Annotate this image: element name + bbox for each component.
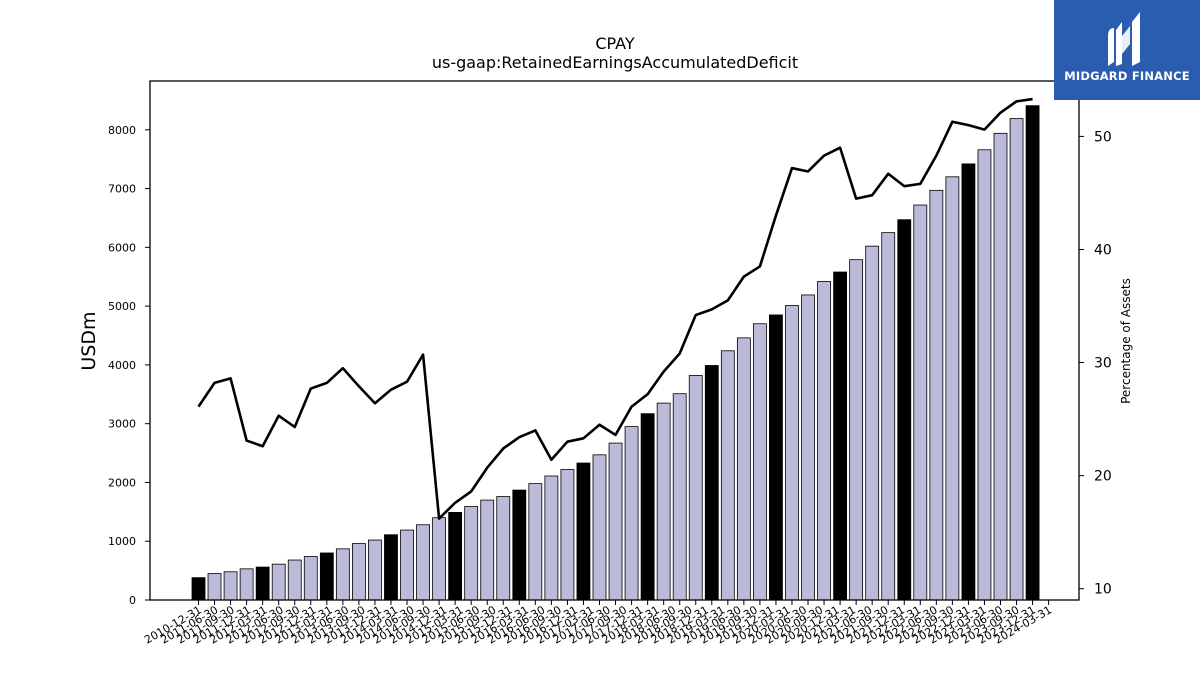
- bar: [608, 442, 623, 601]
- y-tick-label: 3000: [108, 418, 136, 431]
- y2-tick-label: 40: [1094, 242, 1112, 258]
- bar: [223, 571, 238, 601]
- y-tick-label: 1000: [108, 535, 136, 548]
- bar: [1025, 105, 1040, 601]
- bar: [207, 573, 222, 601]
- line-layer: [197, 97, 1033, 520]
- brand-logo-icon: [1108, 12, 1140, 66]
- y-tick-label: 5000: [108, 300, 136, 313]
- bar: [560, 469, 575, 601]
- bar: [785, 305, 799, 601]
- bar: [881, 232, 896, 601]
- bar: [319, 552, 334, 601]
- bar: [416, 524, 430, 601]
- bar: [672, 393, 687, 601]
- bar: [448, 512, 463, 601]
- bar: [833, 271, 847, 601]
- brand-logo: MIDGARD FINANCE: [1054, 0, 1200, 100]
- y2-tick-label: 30: [1094, 356, 1112, 372]
- bar: [255, 566, 270, 601]
- chart-title: CPAY: [595, 34, 635, 53]
- y-tick-label: 2000: [108, 476, 136, 489]
- bar: [720, 350, 735, 601]
- bar: [704, 365, 719, 601]
- bar: [801, 294, 815, 601]
- bar: [368, 539, 382, 601]
- bar: [656, 402, 671, 601]
- bar: [688, 375, 703, 601]
- bar: [480, 499, 495, 601]
- bar: [640, 413, 655, 601]
- y-tick-label: 8000: [108, 124, 136, 137]
- bar: [239, 568, 254, 601]
- bar: [432, 517, 447, 601]
- bar: [351, 543, 366, 601]
- bar: [929, 189, 944, 601]
- bar: [817, 281, 831, 601]
- bar: [287, 559, 302, 601]
- y2-axis-label: Percentage of Assets: [1119, 278, 1133, 404]
- y2-tick-label: 20: [1094, 469, 1112, 485]
- bar: [303, 556, 318, 601]
- bar: [624, 426, 639, 601]
- bar: [961, 163, 976, 601]
- bar: [528, 483, 543, 601]
- bar: [993, 132, 1008, 601]
- bar: [384, 534, 398, 601]
- bars-layer: [191, 105, 1040, 601]
- y-tick-label: 4000: [108, 359, 136, 372]
- bar: [271, 563, 286, 601]
- y2-tick-label: 10: [1094, 582, 1112, 598]
- y2-tick-label: 50: [1094, 129, 1112, 145]
- percentage-line: [197, 97, 1033, 520]
- bar: [736, 337, 751, 601]
- bar: [769, 314, 783, 601]
- bar: [865, 245, 880, 601]
- bar: [335, 548, 350, 601]
- bar: [512, 489, 527, 601]
- plot-frame: [149, 80, 1080, 601]
- bar: [753, 323, 767, 601]
- y-tick-label: 0: [129, 594, 136, 607]
- bar: [576, 462, 591, 601]
- bar: [400, 529, 414, 601]
- bar: [849, 259, 864, 601]
- bar: [464, 506, 479, 601]
- chart-subtitle: us-gaap:RetainedEarningsAccumulatedDefic…: [432, 53, 798, 72]
- bar: [1009, 118, 1024, 601]
- bar: [977, 149, 992, 601]
- axes-layer: 0 1000 2000 3000 4000 5000 6000 7000 8000 10 20 30 4…: [108, 80, 1112, 647]
- bar: [496, 496, 511, 601]
- bar: [544, 475, 559, 601]
- bar: [191, 577, 206, 601]
- bar: [945, 176, 960, 601]
- bar: [592, 454, 607, 601]
- bar: [897, 219, 912, 601]
- y-tick-label: 7000: [108, 183, 136, 196]
- bar: [913, 204, 928, 601]
- brand-name: MIDGARD FINANCE: [1064, 69, 1190, 83]
- y-tick-label: 6000: [108, 241, 136, 254]
- y-axis-label: USDm: [78, 311, 100, 370]
